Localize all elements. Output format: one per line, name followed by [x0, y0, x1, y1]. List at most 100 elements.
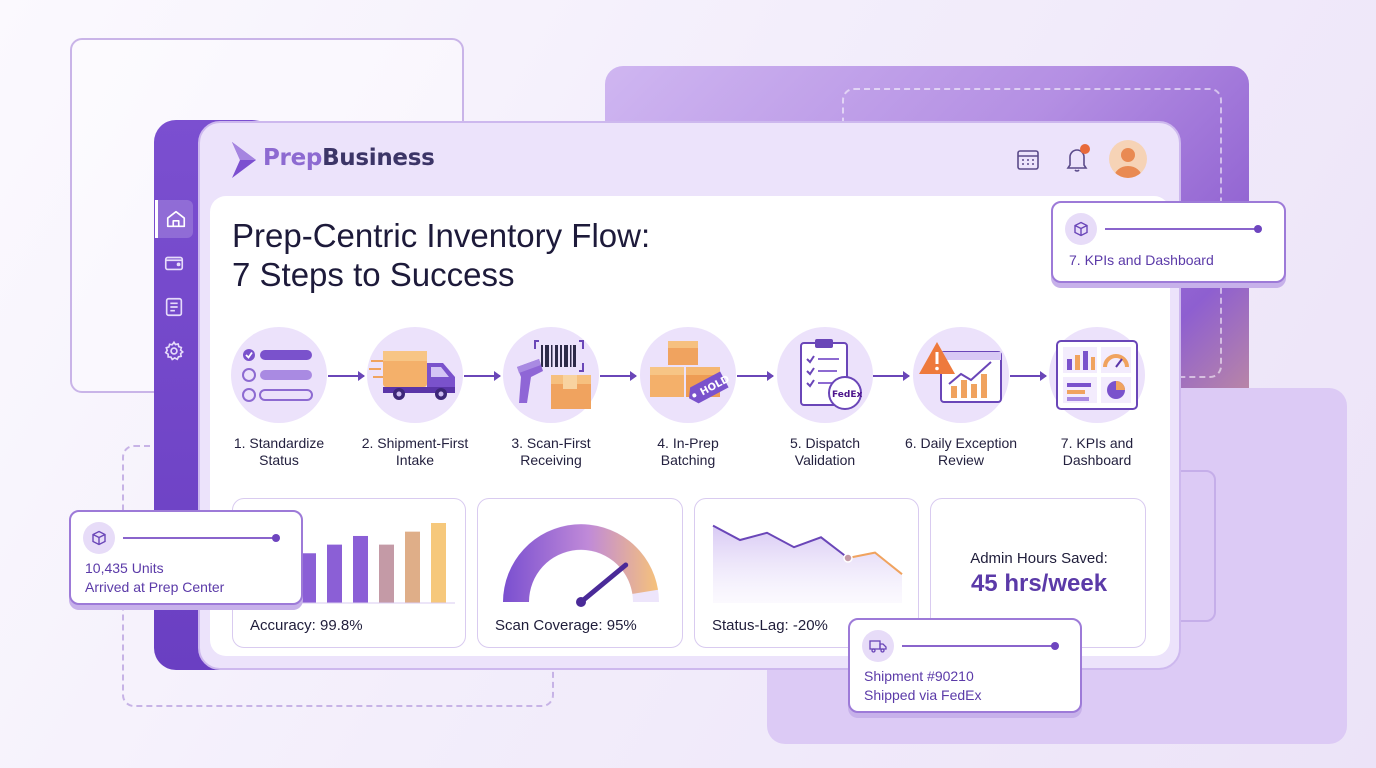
accuracy-label: Accuracy: 99.8% [250, 617, 363, 634]
step-label-line2: Intake [395, 452, 435, 468]
document-icon [165, 297, 183, 317]
fedex-badge-text: FedEx [832, 390, 862, 400]
toast-icon [83, 522, 115, 554]
sidebar-item-settings[interactable] [155, 332, 193, 370]
step-label: 5. Dispatch Validation [760, 435, 890, 469]
step-label: 1. Standardize Status [214, 435, 344, 469]
toast-shipment-carrier: Shipped via FedEx [864, 687, 982, 703]
toast-text: 7. KPIs and Dashboard [1069, 252, 1214, 268]
toast-units-arrived[interactable]: 10,435 Units Arrived at Prep Center [69, 510, 303, 605]
brand-suffix: Business [322, 145, 435, 171]
step-arrow [464, 371, 501, 381]
barcode-scanner-icon [517, 340, 591, 409]
toast-icon [1065, 213, 1097, 245]
scan-coverage-label: Scan Coverage: 95% [495, 617, 637, 634]
metric-card-scan-coverage[interactable]: Scan Coverage: 95% [477, 498, 683, 648]
calendar-button[interactable] [1014, 146, 1042, 174]
home-icon [166, 210, 185, 228]
admin-hours-value: 45 hrs/week [970, 570, 1108, 597]
toast-kpi-dashboard[interactable]: 7. KPIs and Dashboard [1051, 201, 1286, 283]
toast-units-location: Arrived at Prep Center [85, 579, 225, 595]
step-dispatch-validation[interactable]: FedEx 5. Dispatch Validation [760, 327, 890, 469]
toast-shipment[interactable]: Shipment #90210 Shipped via FedEx [848, 618, 1082, 713]
admin-hours-title: Admin Hours Saved: [970, 550, 1108, 567]
step-label: 4. In-Prep Batching [623, 435, 753, 469]
step-arrow [600, 371, 637, 381]
toast-icon [862, 630, 894, 662]
step-label-line2: Receiving [520, 452, 582, 468]
toast-progress-line [1105, 225, 1262, 233]
truck-icon [369, 351, 455, 400]
step-label-line2: Status [259, 452, 299, 468]
toast-shipment-number: Shipment #90210 [864, 668, 974, 684]
step-shipment-first-intake[interactable]: 2. Shipment-First Intake [350, 327, 480, 469]
brand-logo-icon [230, 140, 266, 180]
warning-chart-icon [919, 342, 1002, 403]
accuracy-bar [301, 553, 316, 603]
step-label: 3. Scan-First Receiving [486, 435, 616, 469]
status-lag-label: Status-Lag: -20% [712, 617, 828, 634]
step-arrow [1010, 371, 1047, 381]
step-label: 7. KPIs and Dashboard [1032, 435, 1162, 469]
notifications-button[interactable] [1063, 143, 1093, 175]
step-arrow [873, 371, 910, 381]
step-label-line1: 4. In-Prep [657, 435, 719, 451]
step-label-line2: Dashboard [1062, 452, 1132, 468]
wallet-icon [164, 256, 184, 271]
step-icon-circle [503, 327, 599, 423]
toast-progress-line [902, 642, 1059, 650]
accuracy-bar [353, 535, 368, 603]
calendar-icon [1017, 150, 1039, 170]
step-daily-exception-review[interactable]: 6. Daily Exception Review [896, 327, 1026, 469]
step-in-prep-batching[interactable]: HOLD 4. In-Prep Batching [623, 327, 753, 469]
step-kpis-dashboard[interactable]: 7. KPIs and Dashboard [1032, 327, 1162, 469]
status-lag-line-chart [712, 524, 903, 603]
accuracy-bar [431, 523, 446, 603]
accuracy-bar [405, 531, 420, 603]
step-label-line2: Batching [660, 452, 716, 468]
boxes-hold-tag-icon: HOLD [650, 341, 732, 404]
status-lag-line-recent [847, 551, 903, 575]
step-arrow [737, 371, 774, 381]
gauge-needle [578, 562, 629, 605]
step-label-line1: 3. Scan-First [511, 435, 591, 451]
user-avatar-icon [1114, 148, 1142, 178]
checklist-icon [242, 349, 313, 402]
page-title: Prep-Centric Inventory Flow: 7 Steps to … [232, 216, 832, 294]
step-label-line2: Validation [794, 452, 856, 468]
status-lag-area [713, 525, 902, 603]
step-label-line1: 6. Daily Exception [904, 435, 1018, 451]
brand-name[interactable]: PrepBusiness [263, 145, 435, 171]
sidebar-item-wallet[interactable] [155, 244, 193, 282]
truck-icon [869, 640, 887, 653]
step-label-line1: 1. Standardize [233, 435, 325, 451]
avatar[interactable] [1109, 140, 1147, 178]
toast-units-count: 10,435 Units [85, 560, 164, 576]
step-standardize-status[interactable]: 1. Standardize Status [214, 327, 344, 469]
brand-prefix: Prep [263, 145, 323, 171]
gear-icon [164, 340, 185, 361]
toast-progress-line [123, 534, 280, 542]
sidebar-item-home[interactable] [155, 200, 193, 238]
sidebar-item-documents[interactable] [155, 288, 193, 326]
accuracy-bar-chart [263, 523, 455, 604]
step-arrow [328, 371, 365, 381]
step-label: 6. Daily Exception Review [896, 435, 1026, 469]
page-title-line2: 7 Steps to Success [232, 256, 515, 293]
step-label-line1: 5. Dispatch [789, 435, 861, 451]
clipboard-fedex-icon: FedEx [800, 339, 862, 410]
step-label: 2. Shipment-First Intake [350, 435, 480, 469]
step-icon-circle [913, 327, 1009, 423]
step-label-line1: 2. Shipment-First [361, 435, 469, 451]
dashboard-icon [1056, 340, 1138, 410]
step-icon-circle: FedEx [777, 327, 873, 423]
step-label-line1: 7. KPIs and [1060, 435, 1134, 451]
gauge-fill [503, 524, 658, 602]
step-icon-circle [1049, 327, 1145, 423]
scan-coverage-gauge [503, 524, 659, 607]
accuracy-bar [327, 544, 342, 603]
bell-icon [1066, 144, 1090, 172]
status-lag-marker [843, 553, 853, 563]
accuracy-bar [379, 544, 394, 603]
step-scan-first-receiving[interactable]: 3. Scan-First Receiving [486, 327, 616, 469]
